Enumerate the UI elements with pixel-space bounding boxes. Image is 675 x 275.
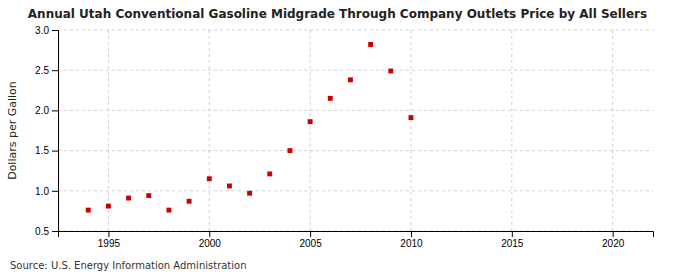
x-axis-tick-label: 2000 (199, 238, 222, 249)
y-axis-tick-mark (52, 110, 58, 111)
point (207, 176, 212, 181)
x-axis-tick-label: 2010 (400, 238, 423, 249)
x-axis-tick-mark (411, 231, 412, 237)
grid-line-x (612, 30, 613, 231)
point (409, 115, 414, 120)
y-axis-tick: 1.5 (35, 145, 58, 156)
title: Annual Utah Conventional Gasoline Midgra… (28, 7, 647, 21)
point (227, 184, 232, 189)
y-axis-tick-mark (52, 191, 58, 192)
point (86, 208, 91, 213)
x-axis-tick: 2015 (501, 231, 524, 249)
grid-line-x (310, 30, 311, 231)
y-axis-tick-mark (52, 30, 58, 31)
grid-line-x (108, 30, 109, 231)
grid-line-x (209, 30, 210, 231)
chart-container: 1995 2000 2005 2010 2015 2020 0.5 1.0 1.5 2.0 2.5 3… (0, 0, 675, 275)
y-axis-tick-label: 2.5 (35, 65, 49, 76)
x-axis-tick-label: 2020 (602, 238, 625, 249)
y-axis-tick-label: 1.0 (35, 186, 49, 197)
y-axis-tick: 3.0 (35, 25, 58, 36)
point (328, 96, 333, 101)
grid-line-x (511, 30, 512, 231)
y-axis-tick: 1.0 (35, 186, 58, 197)
y-axis-tick-mark (52, 70, 58, 71)
x-axis-tick-mark (512, 231, 513, 237)
point (388, 69, 393, 74)
point (348, 77, 353, 82)
x-axis-tick-mark (613, 231, 614, 237)
y-axis-tick-label: 3.0 (35, 25, 49, 36)
x-axis-line (59, 232, 654, 238)
y-axis-title: Dollars per Gallon (6, 81, 19, 180)
x-axis-tick-mark (209, 231, 210, 237)
annotation: Source: U.S. Energy Information Administ… (10, 260, 247, 271)
point (106, 204, 111, 209)
grid (58, 30, 653, 231)
y-axis-line (52, 31, 59, 232)
x-axis-tick: 2005 (299, 231, 322, 249)
point (247, 191, 252, 196)
y-axis-tick: 0.5 (35, 226, 58, 237)
point (368, 42, 373, 47)
chart: 1995 2000 2005 2010 2015 2020 0.5 1.0 1.5 2.0 2.5 3… (0, 0, 675, 275)
point (308, 119, 313, 124)
grid-line-y (58, 30, 653, 31)
x-axis: 1995 2000 2005 2010 2015 2020 (59, 231, 654, 249)
x-axis-tick-label: 2005 (299, 238, 322, 249)
grid-line-y (58, 110, 653, 111)
point (146, 193, 151, 198)
grid-line-y (58, 190, 653, 191)
points (86, 42, 414, 213)
grid-line-y (58, 150, 653, 151)
point (126, 196, 131, 201)
point (288, 148, 293, 153)
y-axis-tick: 2.5 (35, 65, 58, 76)
y-axis-tick-mark (52, 151, 58, 152)
grid-line-y (58, 70, 653, 71)
x-axis-tick-label: 1995 (98, 238, 121, 249)
x-axis-tick: 2010 (400, 231, 423, 249)
point (187, 199, 192, 204)
y-axis: 0.5 1.0 1.5 2.0 2.5 3.0 (35, 25, 58, 237)
y-axis-tick-label: 0.5 (35, 226, 49, 237)
plot-area: 1995 2000 2005 2010 2015 2020 0.5 1.0 1.5 2.0 2.5 3… (35, 25, 653, 249)
x-axis-tick: 1995 (98, 231, 121, 249)
point (267, 171, 272, 176)
x-axis-tick: 2000 (199, 231, 222, 249)
y-axis-tick-label: 1.5 (35, 145, 49, 156)
y-axis-tick: 2.0 (35, 105, 58, 116)
point (166, 208, 171, 213)
y-axis-tick-label: 2.0 (35, 105, 49, 116)
x-axis-tick-mark (108, 231, 109, 237)
x-axis-tick-mark (310, 231, 311, 237)
x-axis-tick-label: 2015 (501, 238, 524, 249)
grid-line-x (410, 30, 411, 231)
y-axis-tick-mark (52, 231, 58, 232)
x-axis-tick: 2020 (602, 231, 625, 249)
